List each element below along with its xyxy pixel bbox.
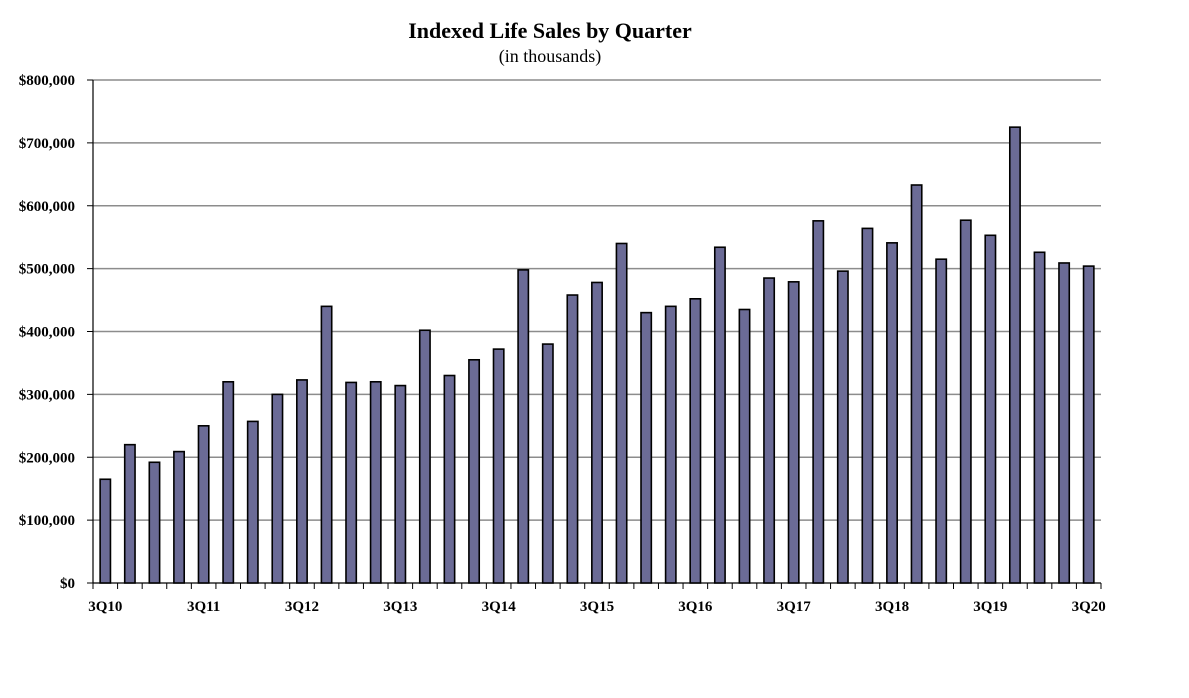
bar-4Q11 [222, 380, 235, 584]
bar-3Q13 [394, 384, 407, 584]
bar-4Q12 [320, 305, 333, 584]
bar-1Q17 [738, 308, 751, 584]
bar-2Q11 [173, 450, 186, 584]
bar-3Q10 [99, 478, 112, 584]
bar-1Q16 [640, 311, 653, 584]
y-tick-label: $700,000 [19, 136, 75, 152]
bar-2Q20 [1058, 262, 1071, 584]
bar-2Q18 [861, 227, 874, 584]
bar-1Q19 [935, 258, 948, 584]
x-tick-label: 3Q15 [580, 599, 614, 615]
y-tick-label: $500,000 [19, 262, 75, 278]
x-tick-label: 3Q11 [187, 599, 220, 615]
bar-2Q19 [959, 219, 972, 584]
bar-2Q16 [664, 305, 677, 584]
bar-4Q10 [123, 443, 136, 584]
bar-4Q19 [1008, 126, 1021, 584]
x-tick-label: 3Q19 [973, 599, 1007, 615]
bar-4Q15 [615, 242, 628, 584]
bar-2Q12 [271, 393, 284, 584]
bar-4Q13 [418, 329, 431, 584]
x-tick-label: 3Q16 [678, 599, 713, 615]
bar-1Q15 [541, 343, 554, 584]
bar-3Q15 [591, 281, 603, 584]
bar-3Q18 [886, 242, 898, 584]
y-tick-label: $200,000 [19, 450, 75, 466]
y-tick-label: $800,000 [19, 73, 75, 89]
bar-2Q17 [763, 277, 776, 584]
bar-4Q16 [713, 246, 726, 584]
bar-4Q14 [517, 269, 530, 584]
x-tick-label: 3Q10 [88, 599, 122, 615]
bar-4Q17 [812, 220, 825, 584]
bar-3Q16 [689, 298, 702, 584]
x-tick-label: 3Q18 [875, 599, 909, 615]
bar-3Q20 [1082, 265, 1095, 584]
bar-3Q12 [296, 379, 308, 584]
y-tick-label: $400,000 [19, 325, 75, 341]
y-tick-label: $600,000 [19, 199, 75, 215]
bar-1Q11 [148, 461, 161, 584]
x-tick-label: 3Q20 [1072, 599, 1106, 615]
bar-3Q19 [984, 234, 997, 584]
bar-4Q18 [910, 184, 923, 584]
bar-1Q18 [836, 270, 849, 584]
bar-1Q13 [345, 381, 358, 584]
x-tick-label: 3Q13 [383, 599, 417, 615]
y-tick-label: $100,000 [19, 513, 75, 529]
bar-3Q14 [492, 348, 505, 584]
bar-1Q14 [443, 374, 456, 584]
bar-2Q14 [468, 358, 481, 584]
bar-2Q13 [369, 380, 382, 584]
chart-subtitle: (in thousands) [498, 46, 602, 66]
y-tick-label: $0 [60, 576, 75, 592]
bar-1Q12 [246, 420, 259, 584]
x-tick-label: 3Q17 [777, 599, 812, 615]
bar-2Q15 [566, 294, 579, 584]
x-tick-label: 3Q14 [482, 599, 517, 615]
chart-title: Indexed Life Sales by Quarter [408, 18, 692, 43]
y-tick-label: $300,000 [19, 387, 75, 403]
bar-3Q17 [787, 281, 800, 584]
bar-3Q11 [197, 425, 210, 584]
bar-1Q20 [1033, 251, 1046, 584]
x-tick-label: 3Q12 [285, 599, 319, 615]
